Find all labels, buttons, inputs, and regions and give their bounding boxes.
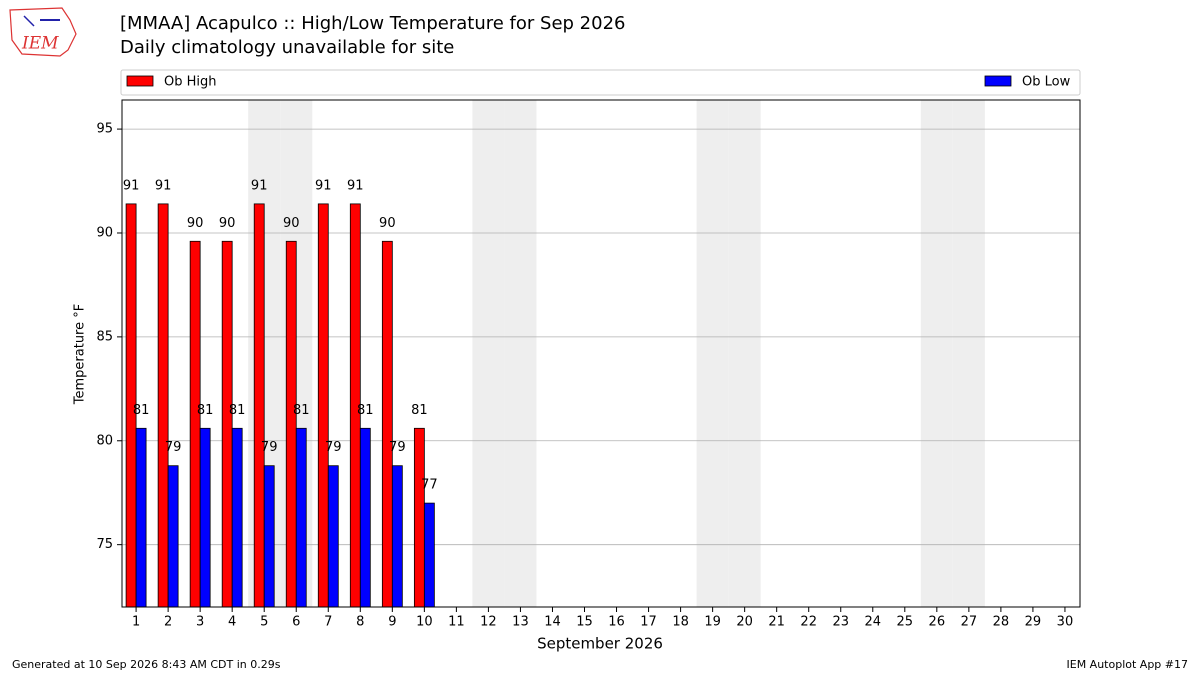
bar <box>381 240 393 608</box>
x-tick-label: 12 <box>480 615 497 630</box>
bar <box>285 240 297 608</box>
data-label: 91 <box>251 178 268 193</box>
data-label: 81 <box>357 403 374 418</box>
weekend-shade <box>472 100 505 607</box>
bar <box>231 427 243 608</box>
data-label: 90 <box>379 216 396 231</box>
data-label: 91 <box>123 178 140 193</box>
x-tick-label: 30 <box>1057 615 1074 630</box>
y-tick-label: 95 <box>96 122 113 137</box>
bar <box>413 427 425 608</box>
plot-frame <box>121 99 1081 608</box>
x-tick-label: 10 <box>416 615 433 630</box>
bar <box>253 203 265 608</box>
data-label: 90 <box>283 216 300 231</box>
bar <box>199 427 211 608</box>
x-tick-label: 25 <box>897 615 914 630</box>
bar <box>423 502 435 608</box>
weekend-shade <box>504 100 537 607</box>
x-tick-label: 14 <box>544 615 561 630</box>
bar <box>221 240 233 608</box>
data-label: 90 <box>219 216 236 231</box>
weekend-shade <box>952 100 985 607</box>
x-tick-label: 22 <box>800 615 817 630</box>
data-label: 79 <box>325 440 342 455</box>
logo-text: IEM <box>21 34 59 54</box>
data-label: 81 <box>293 403 310 418</box>
x-tick-label: 26 <box>929 615 946 630</box>
bar <box>263 465 275 608</box>
logo: IEM <box>9 7 77 57</box>
x-tick-label: 13 <box>512 615 529 630</box>
data-label: 91 <box>155 178 172 193</box>
bar <box>189 240 201 608</box>
logo-icon <box>23 15 35 27</box>
bar <box>135 427 147 608</box>
x-tick-label: 4 <box>228 615 236 630</box>
weekend-shade <box>696 100 729 607</box>
data-label: 91 <box>347 178 364 193</box>
data-label: 81 <box>197 403 214 418</box>
x-tick-label: 17 <box>640 615 657 630</box>
data-label: 81 <box>133 403 150 418</box>
x-tick-label: 16 <box>608 615 625 630</box>
chart-title: [MMAA] Acapulco :: High/Low Temperature … <box>120 13 625 34</box>
y-axis-label: Temperature °F <box>73 304 88 405</box>
x-axis-label: September 2026 <box>537 635 663 653</box>
bar <box>327 465 339 608</box>
footer-left: Generated at 10 Sep 2026 8:43 AM CDT in … <box>12 658 281 671</box>
x-tick-label: 8 <box>356 615 364 630</box>
data-label: 79 <box>261 440 278 455</box>
x-tick-label: 20 <box>736 615 753 630</box>
legend-swatch <box>984 75 1012 87</box>
y-tick-label: 90 <box>96 225 113 240</box>
legend-box <box>120 69 1081 96</box>
x-tick-label: 23 <box>832 615 849 630</box>
data-label: 91 <box>315 178 332 193</box>
x-tick-label: 1 <box>132 615 140 630</box>
bar <box>157 203 169 608</box>
x-tick-label: 9 <box>388 615 396 630</box>
data-label: 90 <box>187 216 204 231</box>
x-tick-label: 19 <box>704 615 721 630</box>
y-tick-label: 80 <box>96 433 113 448</box>
x-tick-label: 29 <box>1025 615 1042 630</box>
bar <box>359 427 371 608</box>
legend-label: Ob Low <box>1022 75 1071 90</box>
bar <box>295 427 307 608</box>
weekend-shade <box>920 100 953 607</box>
x-tick-label: 3 <box>196 615 204 630</box>
x-tick-label: 15 <box>576 615 593 630</box>
x-tick-label: 21 <box>768 615 785 630</box>
y-tick-label: 85 <box>96 329 113 344</box>
footer-right: IEM Autoplot App #17 <box>1067 658 1189 671</box>
x-tick-label: 28 <box>993 615 1010 630</box>
weekend-shade <box>728 100 761 607</box>
chart-subtitle: Daily climatology unavailable for site <box>120 37 454 58</box>
data-label: 81 <box>411 403 428 418</box>
legend-swatch <box>126 75 154 87</box>
y-tick-label: 75 <box>96 537 113 552</box>
data-label: 79 <box>389 440 406 455</box>
legend-label: Ob High <box>164 75 217 90</box>
x-tick-label: 18 <box>672 615 689 630</box>
x-tick-label: 7 <box>324 615 332 630</box>
bar <box>167 465 179 608</box>
data-label: 81 <box>229 403 246 418</box>
x-tick-label: 27 <box>961 615 978 630</box>
bar <box>317 203 329 608</box>
bar <box>391 465 403 608</box>
x-tick-label: 6 <box>292 615 300 630</box>
x-tick-label: 11 <box>448 615 465 630</box>
data-label: 79 <box>165 440 182 455</box>
x-tick-label: 24 <box>864 615 881 630</box>
plot-area <box>122 100 1080 607</box>
x-tick-label: 2 <box>164 615 172 630</box>
data-label: 77 <box>421 478 438 493</box>
x-tick-label: 5 <box>260 615 268 630</box>
